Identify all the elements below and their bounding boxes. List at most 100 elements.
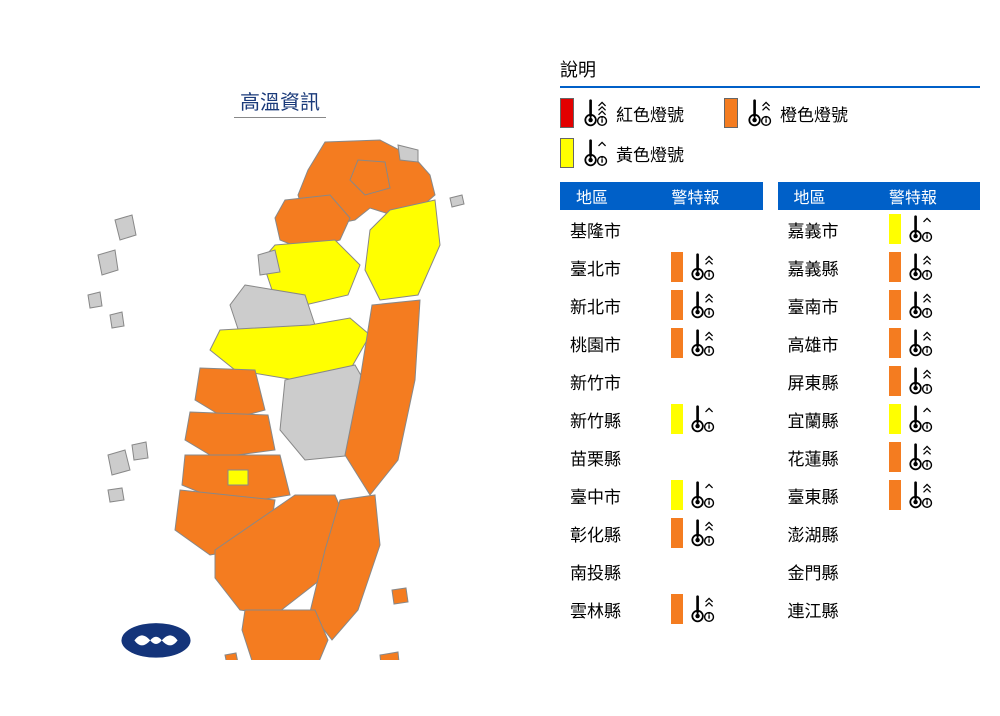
map-region-基隆市 — [398, 145, 418, 162]
map-panel: 高溫資訊 — [0, 0, 560, 716]
alert-bar — [671, 594, 683, 624]
map-region-澎湖2 — [132, 442, 148, 460]
legend-item: 橙色燈號 — [724, 98, 848, 128]
alert-cell — [889, 480, 980, 510]
map-region-馬祖3 — [88, 292, 102, 308]
alert-bar — [889, 442, 901, 472]
region-name: 彰化縣 — [560, 521, 671, 546]
alert-cell — [671, 480, 762, 510]
region-name: 連江縣 — [778, 597, 889, 622]
region-name: 嘉義縣 — [778, 255, 889, 280]
region-name: 屏東縣 — [778, 369, 889, 394]
taiwan-map — [80, 100, 500, 660]
alert-cell — [889, 328, 980, 358]
thermometer-icon — [905, 290, 935, 320]
thermometer-icon — [905, 328, 935, 358]
map-region-蘭嶼 — [380, 652, 400, 660]
thermometer-icon — [580, 138, 610, 168]
alert-bar — [671, 404, 683, 434]
alert-cell — [889, 252, 980, 282]
table-row: 臺南市 — [778, 286, 981, 324]
alert-cell — [889, 404, 980, 434]
legend-label: 紅色燈號 — [616, 101, 684, 126]
alert-cell — [671, 518, 762, 548]
table-row: 金門縣 — [778, 552, 981, 590]
info-panel: 說明 紅色燈號 橙色燈號 黃色燈號 — [560, 0, 980, 716]
region-name: 臺南市 — [778, 293, 889, 318]
alert-cell — [671, 252, 762, 282]
thermometer-icon — [687, 518, 717, 548]
region-name: 嘉義市 — [778, 217, 889, 242]
legend: 紅色燈號 橙色燈號 黃色燈號 — [560, 98, 980, 168]
alert-bar — [671, 480, 683, 510]
alert-bar — [889, 214, 901, 244]
thermometer-icon — [687, 480, 717, 510]
map-region-嘉義市 — [228, 470, 248, 485]
alert-cell — [889, 366, 980, 396]
table-right: 地區 警特報 嘉義市 嘉義縣 臺南市 — [778, 182, 981, 628]
map-region-宜蘭縣 — [365, 200, 440, 300]
table-row: 花蓮縣 — [778, 438, 981, 476]
alert-bar — [889, 404, 901, 434]
table-row: 宜蘭縣 — [778, 400, 981, 438]
table-row: 彰化縣 — [560, 514, 763, 552]
map-region-屏東縣 — [242, 610, 328, 660]
thermometer-icon — [905, 480, 935, 510]
table-row: 苗栗縣 — [560, 438, 763, 476]
table-row: 新竹市 — [560, 362, 763, 400]
thermometer-icon — [580, 98, 610, 128]
th-alert: 警特報 — [671, 184, 762, 208]
table-row: 連江縣 — [778, 590, 981, 628]
alert-bar — [889, 366, 901, 396]
thermometer-icon — [687, 290, 717, 320]
legend-swatch — [560, 98, 574, 128]
table-row: 嘉義市 — [778, 210, 981, 248]
legend-item: 黃色燈號 — [560, 138, 684, 168]
region-name: 新北市 — [560, 293, 671, 318]
th-region: 地區 — [778, 184, 889, 208]
region-name: 臺東縣 — [778, 483, 889, 508]
region-name: 臺中市 — [560, 483, 671, 508]
alert-bar — [889, 480, 901, 510]
table-row: 屏東縣 — [778, 362, 981, 400]
alert-bar — [671, 328, 683, 358]
alert-cell — [889, 290, 980, 320]
thermometer-icon — [905, 404, 935, 434]
region-name: 臺北市 — [560, 255, 671, 280]
map-region-澎湖3 — [108, 488, 124, 502]
th-region: 地區 — [560, 184, 671, 208]
region-name: 桃園市 — [560, 331, 671, 356]
table-row: 臺北市 — [560, 248, 763, 286]
thermometer-icon — [905, 442, 935, 472]
alert-bar — [671, 252, 683, 282]
table-row: 嘉義縣 — [778, 248, 981, 286]
thermometer-icon — [905, 366, 935, 396]
alert-bar — [671, 518, 683, 548]
alert-cell — [671, 404, 762, 434]
alert-bar — [889, 252, 901, 282]
region-name: 花蓮縣 — [778, 445, 889, 470]
table-row: 南投縣 — [560, 552, 763, 590]
legend-swatch — [560, 138, 574, 168]
cwa-logo — [120, 620, 192, 660]
thermometer-icon — [687, 594, 717, 624]
region-name: 新竹縣 — [560, 407, 671, 432]
map-region-馬祖2 — [98, 250, 118, 275]
table-header: 地區 警特報 — [560, 182, 763, 210]
thermometer-icon — [905, 252, 935, 282]
table-row: 雲林縣 — [560, 590, 763, 628]
alert-cell — [671, 290, 762, 320]
thermometer-icon — [687, 328, 717, 358]
table-header: 地區 警特報 — [778, 182, 981, 210]
table-row: 新竹縣 — [560, 400, 763, 438]
alert-cell — [889, 442, 980, 472]
map-region-馬祖4 — [110, 312, 124, 328]
alert-tables: 地區 警特報 基隆市 臺北市 新北市 桃園市 — [560, 182, 980, 628]
thermometer-icon — [687, 252, 717, 282]
table-row: 臺中市 — [560, 476, 763, 514]
region-name: 宜蘭縣 — [778, 407, 889, 432]
alert-cell — [671, 328, 762, 358]
region-name: 南投縣 — [560, 559, 671, 584]
table-row: 新北市 — [560, 286, 763, 324]
region-name: 苗栗縣 — [560, 445, 671, 470]
